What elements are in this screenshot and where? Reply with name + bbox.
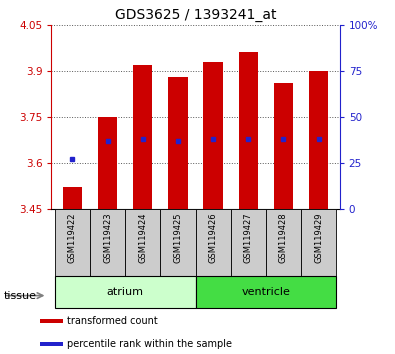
Bar [274,83,293,209]
Bar [63,187,82,209]
Text: tissue: tissue [4,291,37,301]
Bar [98,117,117,209]
Text: percentile rank within the sample: percentile rank within the sample [67,339,232,349]
Bar [239,52,258,209]
Text: GSM119428: GSM119428 [279,212,288,263]
Bar [231,209,266,276]
Bar [196,276,336,308]
Bar [133,65,152,209]
Bar [55,276,196,308]
Text: GSM119424: GSM119424 [138,212,147,263]
Bar [90,209,125,276]
Bar [125,209,160,276]
Bar [266,209,301,276]
Bar [301,209,336,276]
Text: GSM119427: GSM119427 [244,212,253,263]
Text: GSM119423: GSM119423 [103,212,112,263]
Title: GDS3625 / 1393241_at: GDS3625 / 1393241_at [115,8,276,22]
Bar [309,71,328,209]
Bar [40,342,63,346]
Text: GSM119426: GSM119426 [209,212,218,263]
Bar [203,62,223,209]
Text: GSM119422: GSM119422 [68,212,77,263]
Bar [55,209,90,276]
Bar [40,319,63,323]
Bar [168,77,188,209]
Text: GSM119425: GSM119425 [173,212,182,263]
Text: transformed count: transformed count [67,316,158,326]
Text: atrium: atrium [107,287,144,297]
Text: GSM119429: GSM119429 [314,212,323,263]
Bar [160,209,196,276]
Bar [196,209,231,276]
Text: ventricle: ventricle [241,287,290,297]
